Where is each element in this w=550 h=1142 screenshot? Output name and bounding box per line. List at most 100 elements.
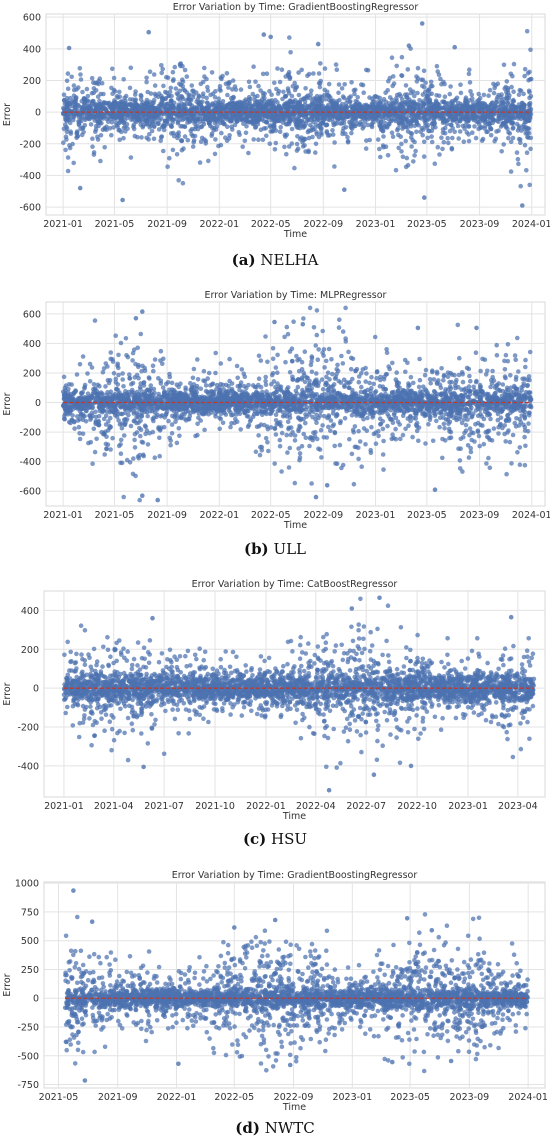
y-tick-label: -600 — [19, 487, 41, 498]
data-point — [322, 66, 328, 71]
data-point — [404, 117, 410, 122]
data-point — [395, 126, 401, 131]
data-point — [405, 67, 411, 72]
y-tick-label: 400 — [23, 339, 41, 350]
data-point — [157, 435, 162, 441]
data-point — [256, 83, 261, 89]
data-point — [471, 411, 476, 416]
data-point — [309, 105, 315, 111]
data-point — [93, 409, 98, 415]
data-point — [303, 86, 308, 91]
data-point — [399, 73, 404, 78]
data-point — [501, 100, 507, 105]
data-point — [350, 106, 355, 112]
data-point — [91, 86, 97, 91]
data-point — [517, 462, 523, 467]
data-point — [238, 87, 244, 92]
data-point — [439, 110, 445, 116]
data-point — [193, 90, 199, 95]
data-point — [433, 100, 439, 105]
data-point — [169, 380, 175, 386]
data-point — [152, 83, 158, 88]
data-point — [383, 90, 388, 95]
data-point — [515, 156, 521, 162]
data-point — [399, 141, 404, 147]
data-point — [478, 125, 484, 131]
data-point — [213, 137, 218, 142]
data-point — [449, 122, 454, 128]
y-tick-label: -400 — [19, 171, 41, 182]
data-point — [353, 368, 358, 374]
chart-title: Error Variation by Time: GradientBoostin… — [173, 2, 419, 13]
data-point — [499, 149, 505, 154]
data-point — [190, 114, 195, 119]
data-point — [393, 426, 398, 432]
data-point — [190, 375, 196, 381]
data-point — [526, 413, 532, 418]
data-point — [465, 118, 471, 124]
data-point — [138, 97, 144, 102]
data-point — [431, 121, 437, 127]
data-point — [319, 125, 324, 131]
data-point — [297, 99, 303, 105]
data-point — [445, 135, 451, 141]
data-point — [173, 419, 178, 424]
data-point — [69, 74, 74, 80]
data-point — [318, 61, 323, 66]
data-point — [146, 114, 152, 120]
data-point — [387, 75, 393, 81]
data-point — [475, 413, 481, 419]
data-point — [294, 122, 300, 127]
data-point — [523, 443, 528, 449]
data-point — [477, 382, 483, 388]
data-point — [440, 99, 445, 104]
data-point — [505, 413, 510, 419]
data-point — [151, 116, 156, 122]
data-point — [466, 138, 472, 144]
data-point — [420, 99, 426, 104]
data-point — [522, 462, 528, 468]
data-point — [158, 348, 164, 354]
data-point — [275, 352, 280, 358]
data-point — [174, 112, 180, 117]
data-point — [213, 89, 218, 94]
data-point — [286, 107, 292, 112]
data-point — [326, 93, 331, 98]
data-point — [429, 128, 435, 134]
data-point — [381, 134, 386, 139]
data-point — [253, 79, 258, 84]
data-point — [324, 374, 329, 380]
data-point — [286, 121, 292, 127]
data-point — [222, 106, 227, 112]
data-point — [417, 377, 423, 383]
data-point — [245, 110, 250, 115]
data-point — [139, 135, 144, 140]
data-point — [163, 89, 168, 95]
data-point — [389, 130, 395, 135]
data-point — [144, 79, 149, 85]
data-point — [202, 74, 207, 79]
data-point — [527, 95, 532, 101]
data-point — [139, 102, 144, 107]
data-point — [458, 436, 464, 442]
data-point — [138, 433, 143, 439]
data-point — [256, 137, 261, 142]
data-point — [234, 118, 240, 124]
data-point — [226, 110, 232, 116]
data-point — [159, 63, 164, 68]
data-point — [457, 355, 462, 361]
data-point — [515, 128, 521, 133]
data-point — [438, 76, 443, 82]
data-point — [302, 123, 307, 129]
data-point — [426, 128, 431, 134]
data-point — [405, 121, 411, 127]
data-point — [394, 63, 400, 69]
data-point — [222, 121, 227, 127]
data-point — [167, 435, 172, 441]
data-point — [197, 116, 203, 122]
data-point — [470, 130, 475, 135]
data-point — [494, 353, 500, 358]
data-point — [404, 155, 410, 161]
data-point — [210, 101, 215, 106]
